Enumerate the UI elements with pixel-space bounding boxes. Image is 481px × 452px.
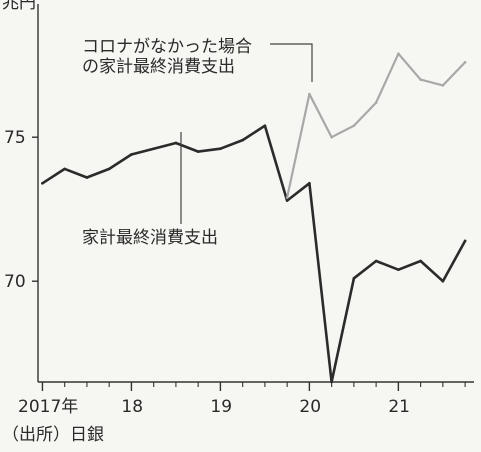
x-tick-label: 21 — [388, 397, 410, 417]
counterfactual-label: コロナがなかった場合 — [82, 37, 252, 57]
data-point — [308, 181, 311, 185]
data-point — [152, 147, 155, 151]
y-tick-label: 75 — [4, 128, 26, 148]
data-point — [285, 199, 289, 202]
data-point — [107, 167, 111, 171]
data-point — [352, 277, 356, 280]
data-point — [463, 61, 467, 64]
actual-label: 家計最終消費支出 — [82, 228, 218, 248]
data-point — [352, 124, 356, 127]
data-point — [330, 380, 333, 384]
source-label: （出所）日銀 — [2, 425, 104, 445]
data-point — [463, 239, 467, 243]
data-point — [374, 101, 378, 104]
data-point — [308, 92, 311, 96]
data-point — [219, 147, 222, 151]
unit-label: 兆円 — [2, 0, 36, 13]
data-point — [174, 141, 178, 145]
y-tick-label: 70 — [4, 272, 26, 292]
counterfactual-leader — [270, 43, 313, 82]
series-line-actual — [41, 124, 467, 384]
data-point — [85, 176, 89, 179]
data-point — [330, 135, 333, 139]
y-ticks: 75 70 — [4, 128, 38, 292]
data-point — [419, 78, 422, 81]
data-point — [63, 167, 66, 171]
data-point — [241, 138, 244, 142]
series-layer — [41, 52, 467, 384]
data-point — [397, 268, 400, 271]
x-tick-label: 20 — [299, 397, 321, 417]
data-point — [419, 259, 422, 263]
x-tick-label: 19 — [210, 397, 232, 417]
data-point — [397, 52, 400, 55]
data-point — [196, 150, 200, 153]
data-point — [263, 124, 267, 127]
data-point — [441, 84, 445, 87]
x-tick-label: 18 — [121, 397, 143, 417]
axes — [37, 4, 474, 383]
x-ticks: 2017年 18 19 20 21 — [18, 382, 466, 417]
data-point — [285, 196, 289, 199]
x-tick-label: 2017年 — [18, 397, 78, 417]
annotation-leaders — [180, 43, 313, 224]
data-point — [374, 259, 378, 263]
data-point — [441, 279, 445, 283]
data-point — [41, 181, 44, 185]
data-point — [130, 153, 133, 156]
series-line-counterfactual — [286, 52, 467, 199]
counterfactual-label: の家計最終消費支出 — [82, 57, 235, 77]
